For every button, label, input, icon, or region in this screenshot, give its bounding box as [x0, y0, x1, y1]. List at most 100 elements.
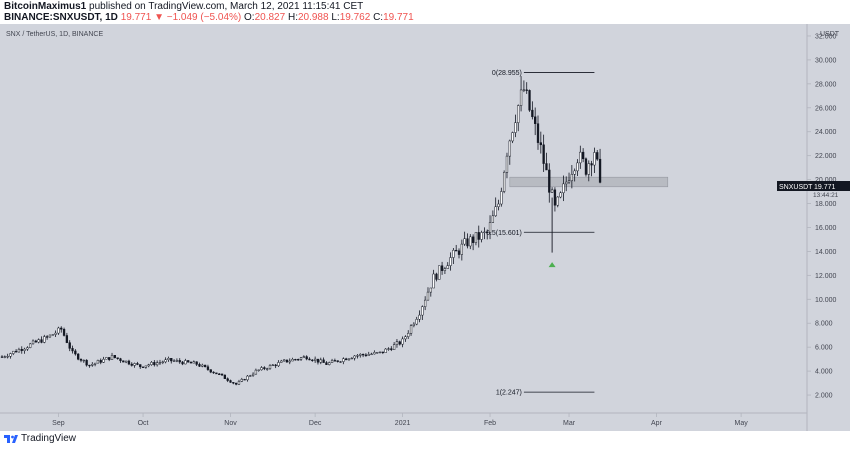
candle-body: [373, 352, 376, 355]
candle-body: [124, 360, 128, 363]
candle-body: [477, 232, 480, 240]
candle-body: [37, 339, 40, 343]
candle-body: [570, 174, 574, 182]
candle-body: [189, 361, 193, 364]
candle-body: [432, 273, 435, 289]
ohlc-high-label: H:: [287, 12, 298, 23]
candle-body: [271, 364, 274, 366]
candle-body: [438, 265, 441, 280]
candle-body: [522, 89, 526, 91]
candle-body: [133, 363, 136, 366]
y-tick-label: 18.000: [815, 201, 837, 208]
candle-body: [336, 360, 339, 362]
candle-body: [542, 144, 545, 164]
y-tick-label: 4.000: [815, 369, 833, 376]
fib-level-label: 0.5(15.601): [486, 230, 522, 237]
candle-body: [567, 180, 571, 183]
candle-body: [88, 364, 91, 367]
candle-body: [113, 355, 116, 358]
candle-body: [20, 349, 23, 351]
y-tick-label: 14.000: [815, 249, 837, 256]
candle-body: [170, 358, 173, 362]
candle-body: [161, 361, 164, 363]
candle-body: [215, 372, 218, 375]
candle-body: [23, 348, 26, 351]
y-tick-label: 30.000: [815, 57, 837, 64]
candle-body: [390, 348, 393, 350]
candle-body: [6, 356, 9, 358]
candle-body: [139, 364, 142, 368]
candle-body: [102, 358, 105, 363]
x-tick-label: Feb: [484, 420, 496, 427]
price-change: ▼ −1.049 (−5.04%): [154, 12, 242, 23]
candle-body: [226, 378, 229, 381]
candle-body: [254, 369, 258, 375]
y-tick-label: 20.000: [815, 177, 837, 184]
candle-body: [460, 243, 463, 255]
candle-body: [57, 327, 60, 334]
candle-body: [384, 348, 387, 353]
candle-body: [105, 357, 108, 360]
candle-body: [565, 181, 568, 185]
candle-body: [562, 183, 565, 194]
candle-body: [0, 356, 4, 358]
candle-body: [421, 306, 424, 316]
candle-body: [85, 359, 88, 366]
candle-body: [260, 367, 263, 371]
candle-body: [353, 355, 356, 359]
published-text: published on TradingView.com, March 12, …: [89, 1, 364, 12]
candle-body: [483, 231, 486, 234]
candle-body: [457, 250, 461, 255]
candle-body: [71, 348, 74, 352]
candle-body: [415, 319, 418, 325]
candle-body: [398, 341, 401, 345]
candle-body: [455, 249, 458, 252]
candle-body: [164, 359, 167, 363]
candle-body: [17, 349, 21, 353]
candle-body: [178, 360, 181, 363]
footer-brand[interactable]: TradingView: [21, 433, 77, 444]
candle-body: [277, 362, 280, 367]
candle-body: [409, 325, 413, 334]
candle-body: [74, 350, 77, 355]
up-arrow-marker: [548, 262, 556, 268]
ohlc-close-value: 19.771: [383, 12, 414, 23]
candle-body: [494, 206, 497, 217]
candle-body: [528, 90, 531, 111]
candle-body: [322, 359, 325, 363]
last-price-label: SNXUSDT 19.771 13:44:21: [777, 181, 850, 199]
candle-body: [361, 353, 365, 356]
candle-body: [68, 342, 71, 349]
ohlc-open-label: O:: [244, 12, 255, 23]
candle-body: [201, 364, 204, 367]
ohlc-low-label: L:: [331, 12, 340, 23]
candle-body: [147, 364, 150, 367]
ohlc-close-label: C:: [373, 12, 384, 23]
candle-body: [443, 268, 447, 271]
symbol-info: BINANCE:SNXUSDT, 1D 19.771 ▼ −1.049 (−5.…: [4, 12, 414, 23]
candle-body: [305, 356, 308, 360]
candle-body: [511, 132, 514, 142]
author-name[interactable]: BitcoinMaximus1: [4, 1, 87, 12]
y-tick-label: 28.000: [815, 81, 837, 88]
candle-body: [308, 358, 311, 361]
candle-body: [280, 360, 283, 363]
candle-body: [514, 122, 517, 133]
candle-body: [257, 369, 260, 371]
candle-body: [446, 265, 449, 269]
price-axis-background: [807, 24, 850, 431]
candle-body: [548, 169, 551, 193]
candle-body: [127, 360, 131, 365]
tradingview-logo-icon: [4, 434, 18, 443]
candle-body: [237, 381, 241, 385]
candle-body: [593, 152, 596, 166]
candle-body: [268, 365, 272, 369]
candle-body: [486, 231, 489, 234]
price-chart[interactable]: 0(28.955) 0.5(15.601) 1(2.247) 2.000 4.000 6…: [0, 24, 850, 431]
candle-body: [65, 335, 69, 343]
candle-body: [54, 332, 57, 335]
candle-body: [119, 358, 122, 362]
fib-level-label: 1(2.247): [496, 390, 522, 397]
candle-body: [424, 299, 427, 307]
y-tick-label: 16.000: [815, 225, 837, 232]
